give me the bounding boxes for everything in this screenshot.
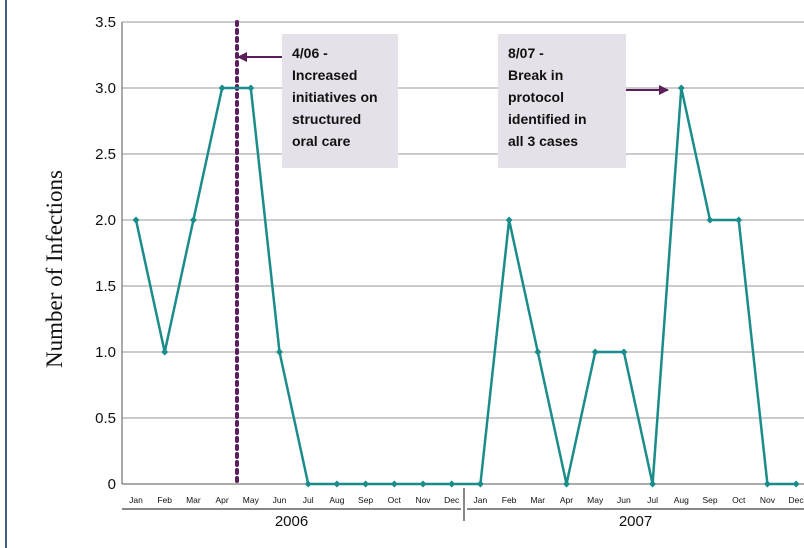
data-point	[649, 480, 657, 488]
data-point	[304, 480, 312, 488]
y-tick-label: 1.0	[95, 344, 116, 361]
x-tick-label: Jan	[129, 495, 143, 505]
annotation-text-line: Increased	[292, 67, 357, 83]
x-tick-label: Jul	[303, 495, 314, 505]
annotation-text-line: all 3 cases	[508, 133, 578, 149]
x-tick-label: Nov	[760, 495, 776, 505]
data-point	[448, 480, 456, 488]
data-point	[333, 480, 341, 488]
x-tick-label: Feb	[157, 495, 172, 505]
y-tick-label: 2.0	[95, 212, 116, 229]
x-tick-label: Jan	[474, 495, 488, 505]
y-axis-label: Number of Infections	[42, 170, 67, 368]
x-tick-label: Nov	[415, 495, 431, 505]
data-point	[476, 480, 484, 488]
data-point	[505, 216, 513, 224]
x-tick-label: Aug	[674, 495, 689, 505]
annotation-box	[282, 34, 398, 168]
data-point	[161, 348, 169, 356]
y-tick-labels: 0 0.5 1.0 1.5 2.0 2.5 3.0 3.5	[95, 14, 116, 493]
x-tick-label: Dec	[444, 495, 460, 505]
annotation-box	[498, 34, 626, 168]
annotation-text-line: 4/06 -	[292, 45, 328, 61]
annotation-text-line: Break in	[508, 67, 563, 83]
data-point	[735, 216, 743, 224]
annotation-text-line: protocol	[508, 89, 564, 105]
x-month-labels: Jan Feb Mar Apr May Jun Jul Aug Sep Oct Nov Dec Jan F…	[129, 495, 804, 505]
annotation-text-line: identified in	[508, 111, 587, 127]
x-tick-label: Oct	[732, 495, 746, 505]
x-tick-label: Dec	[789, 495, 804, 505]
x-tick-label: Sep	[702, 495, 717, 505]
data-point	[419, 480, 427, 488]
data-point	[677, 84, 685, 92]
grid-lines	[122, 21, 804, 485]
data-point	[563, 480, 570, 488]
y-tick-label: 0.5	[95, 410, 116, 427]
annotation-1: 4/06 - Increased initiatives on structured o…	[237, 34, 398, 168]
x-tick-label: Mar	[186, 495, 201, 505]
series-line	[134, 86, 797, 486]
x-tick-label: May	[243, 495, 260, 505]
data-point	[276, 348, 283, 356]
year-label: 2006	[275, 513, 308, 530]
x-axis	[121, 22, 804, 485]
year-label: 2007	[619, 513, 652, 530]
x-tick-label: Apr	[560, 495, 573, 505]
annotation-text-line: oral care	[292, 133, 351, 149]
data-point	[792, 480, 800, 488]
data-point	[763, 480, 771, 488]
left-frame-border	[5, 0, 7, 548]
annotation-text-line: initiatives on	[292, 89, 378, 105]
x-tick-label: Mar	[530, 495, 545, 505]
data-point	[390, 480, 398, 488]
data-point	[706, 216, 714, 224]
series-infections	[132, 84, 800, 488]
annotations: 4/06 - Increased initiatives on structured o…	[237, 34, 669, 168]
y-tick-label: 2.5	[95, 146, 116, 163]
y-tick-label: 0	[108, 476, 116, 493]
y-tick-label: 3.5	[95, 14, 116, 31]
data-point	[247, 84, 255, 92]
data-point	[362, 480, 370, 488]
x-tick-label: Feb	[502, 495, 517, 505]
x-tick-label: Sep	[358, 495, 373, 505]
annotation-2: 8/07 - Break in protocol identified in all 3…	[498, 34, 669, 168]
annotation-text-line: 8/07 -	[508, 45, 544, 61]
y-tick-label: 1.5	[95, 278, 116, 295]
x-tick-label: Apr	[215, 495, 228, 505]
x-year-labels: 2006 2007	[122, 488, 804, 530]
data-point	[591, 348, 599, 356]
annotation-text-line: structured	[292, 111, 361, 127]
data-point	[189, 216, 197, 224]
data-point	[534, 348, 542, 356]
x-tick-label: May	[587, 495, 604, 505]
x-tick-label: Jun	[273, 495, 287, 505]
y-tick-label: 3.0	[95, 80, 116, 97]
x-tick-label: Jul	[647, 495, 658, 505]
data-point	[132, 216, 140, 224]
data-point	[620, 348, 628, 356]
x-tick-label: Jun	[617, 495, 631, 505]
x-tick-label: Aug	[329, 495, 344, 505]
data-point	[218, 84, 226, 92]
x-tick-label: Oct	[388, 495, 402, 505]
